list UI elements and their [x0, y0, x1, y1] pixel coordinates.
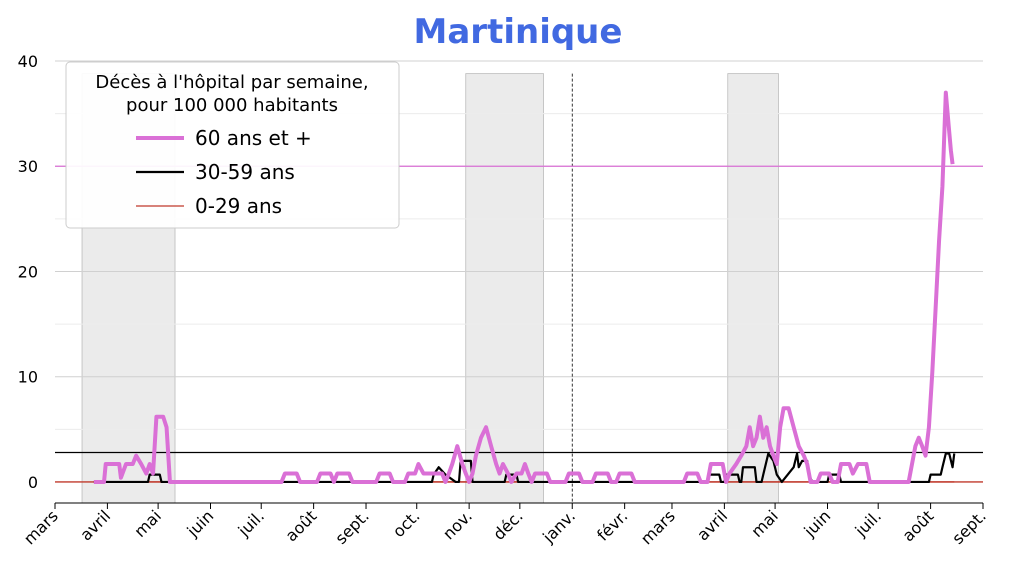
lockdown-band — [465, 73, 544, 504]
legend: Décès à l'hôpital par semaine, pour 100 … — [65, 61, 400, 229]
x-tick-label: avril — [76, 506, 114, 544]
x-axis: mars avril mai juin juil. août sept. oct. nov. dé… — [20, 502, 990, 548]
legend-entries: 60 ans et + 30-59 ans 0-29 ans — [136, 126, 312, 218]
series-line — [93, 90, 955, 484]
x-tick-label: oct. — [389, 506, 424, 541]
x-tick-label: juil. — [851, 506, 885, 540]
legend-label: 30-59 ans — [195, 160, 295, 184]
y-tick-label: 0 — [28, 473, 38, 492]
legend-title-line1: Décès à l'hôpital par semaine, — [95, 72, 368, 93]
legend-label: 0-29 ans — [195, 194, 282, 218]
y-tick-label: 10 — [18, 368, 38, 387]
y-axis: 0 10 20 30 40 — [18, 52, 38, 492]
y-tick-label: 40 — [18, 52, 38, 71]
x-tick-label: juil. — [234, 506, 268, 540]
x-tick-label: mars — [637, 506, 679, 548]
legend-box — [65, 61, 400, 229]
series-lines — [93, 90, 956, 484]
x-tick-label: mai — [130, 506, 165, 541]
lockdown-band — [727, 73, 779, 504]
x-tick-label: sept. — [948, 506, 990, 548]
x-tick-label: déc. — [489, 506, 526, 543]
x-tick-label: juin — [800, 506, 835, 541]
legend-title-line2: pour 100 000 habitants — [126, 95, 338, 116]
chart-title: Martinique — [414, 12, 623, 52]
x-tick-label: avril — [693, 506, 731, 544]
x-tick-label: févr. — [593, 506, 631, 544]
x-tick-label: nov. — [439, 506, 476, 543]
y-tick-label: 30 — [18, 157, 38, 176]
x-tick-label: janv. — [538, 506, 579, 547]
x-tick-label: mai — [747, 506, 782, 541]
legend-label: 60 ans et + — [195, 126, 312, 150]
x-tick-label: août — [282, 506, 321, 545]
y-tick-label: 20 — [18, 262, 38, 281]
x-tick-label: mars — [20, 506, 62, 548]
x-tick-label: août — [899, 506, 938, 545]
x-tick-label: juin — [183, 506, 218, 541]
x-tick-label: sept. — [331, 506, 373, 548]
